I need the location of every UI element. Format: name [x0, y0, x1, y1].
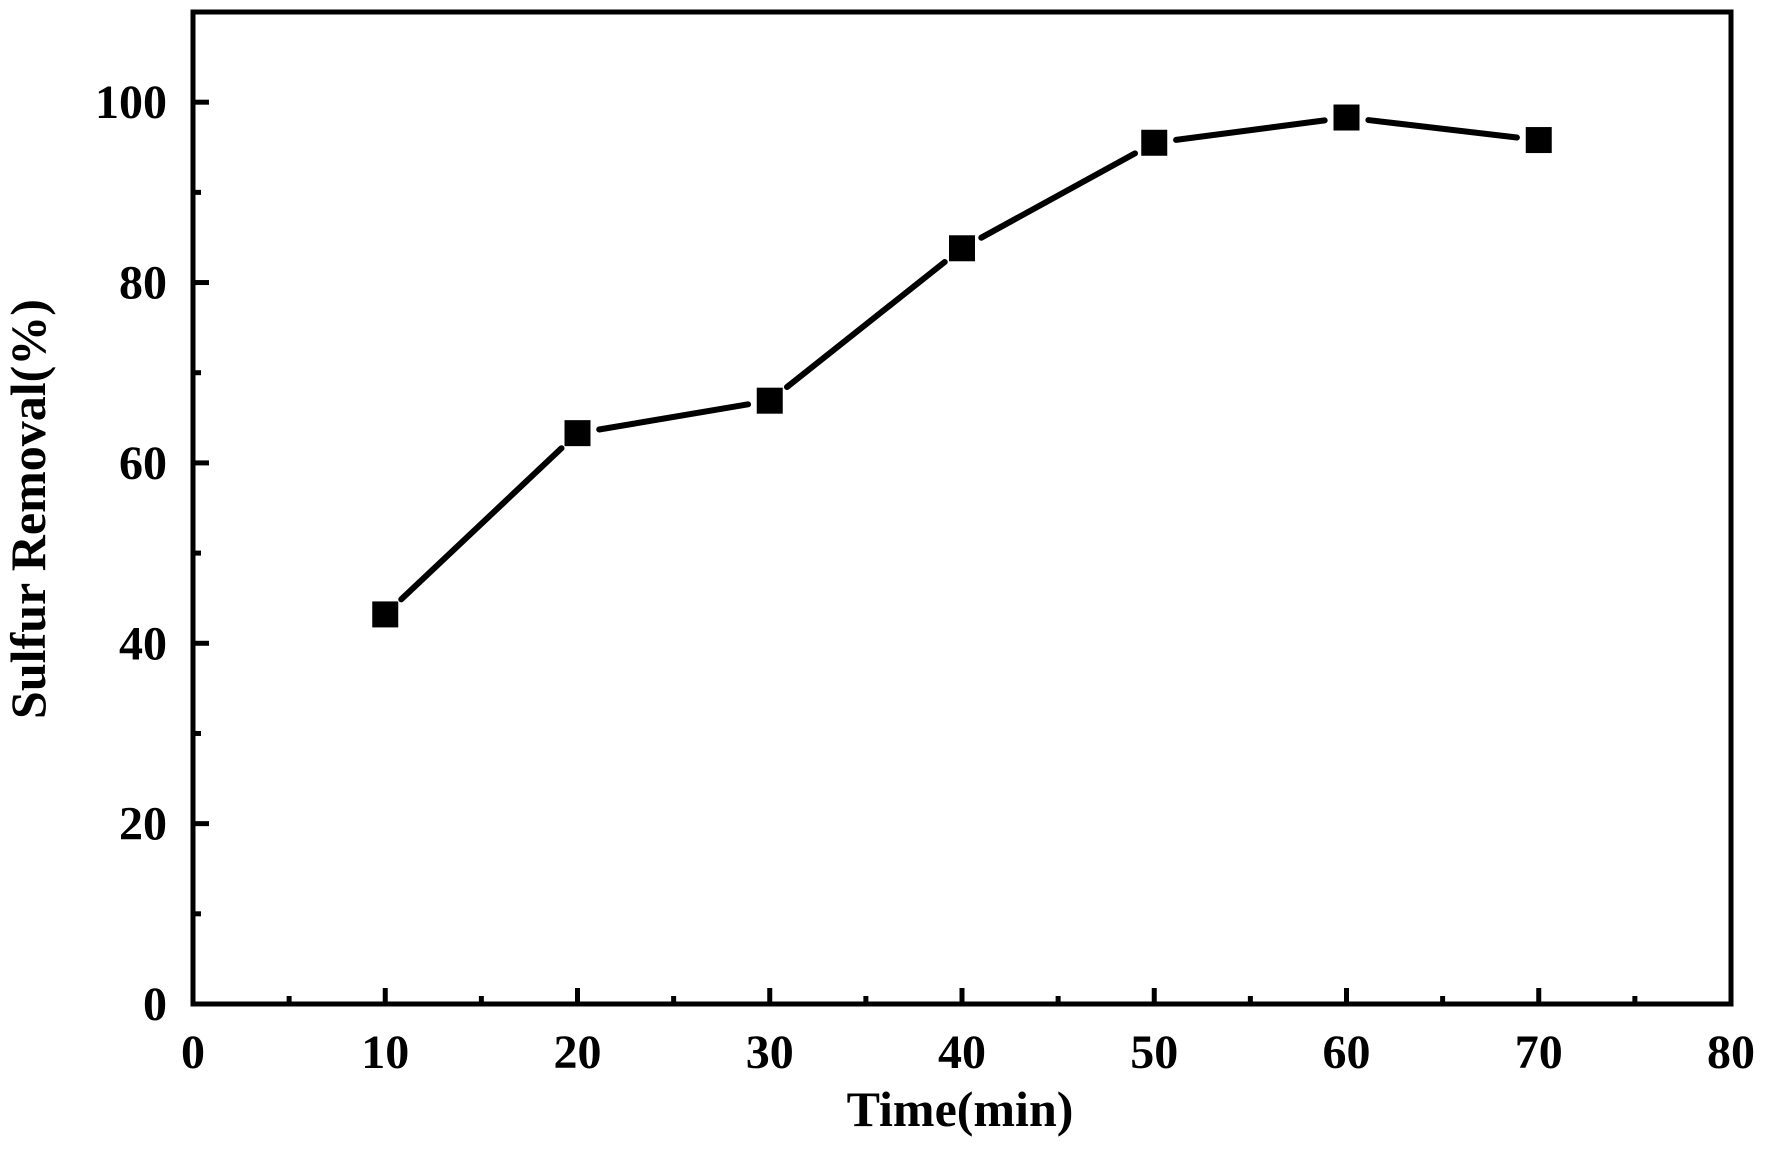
data-point-marker — [1333, 104, 1360, 131]
series-line-segment — [1173, 117, 1328, 143]
y-tick-label: 0 — [143, 978, 167, 1031]
data-point-marker — [1525, 127, 1552, 154]
data-point-marker — [949, 235, 975, 262]
y-tick-label: 80 — [119, 257, 167, 310]
x-tick-label: 40 — [938, 1026, 986, 1079]
x-axis-title: Time(min) — [847, 1081, 1074, 1137]
plot-frame — [190, 9, 1734, 1007]
series-line-segment — [783, 258, 948, 391]
axis-ticks-group — [193, 99, 1638, 1004]
x-tick-label: 10 — [361, 1026, 409, 1079]
series-line-segment — [596, 401, 752, 433]
series-line-segment — [398, 445, 565, 603]
data-point-marker — [756, 387, 783, 414]
x-tick-label: 70 — [1515, 1026, 1563, 1079]
y-tick-labels-group: 0 20 40 60 80 100 — [95, 76, 167, 1031]
x-tick-label: 0 — [181, 1026, 205, 1079]
y-tick-label: 100 — [95, 76, 167, 129]
data-point-marker — [1141, 129, 1168, 156]
series-line-segment — [978, 150, 1138, 241]
data-point-marker — [564, 420, 591, 447]
x-tick-label: 50 — [1130, 1026, 1178, 1079]
y-axis-title: Sulfur Removal(%) — [0, 299, 56, 719]
y-tick-label: 20 — [119, 798, 167, 851]
x-tick-labels-group: 0 10 20 30 40 50 60 70 80 — [181, 1026, 1755, 1079]
series-line-segment — [1365, 117, 1520, 141]
x-tick-label: 30 — [746, 1026, 794, 1079]
x-tick-label: 20 — [554, 1026, 602, 1079]
plot-frame-group — [190, 9, 1734, 1007]
x-tick-label: 80 — [1707, 1026, 1755, 1079]
series-group — [372, 104, 1552, 628]
y-tick-label: 60 — [119, 437, 167, 490]
data-point-marker — [372, 601, 399, 628]
x-tick-label: 60 — [1323, 1026, 1371, 1079]
y-tick-label: 40 — [119, 617, 167, 670]
